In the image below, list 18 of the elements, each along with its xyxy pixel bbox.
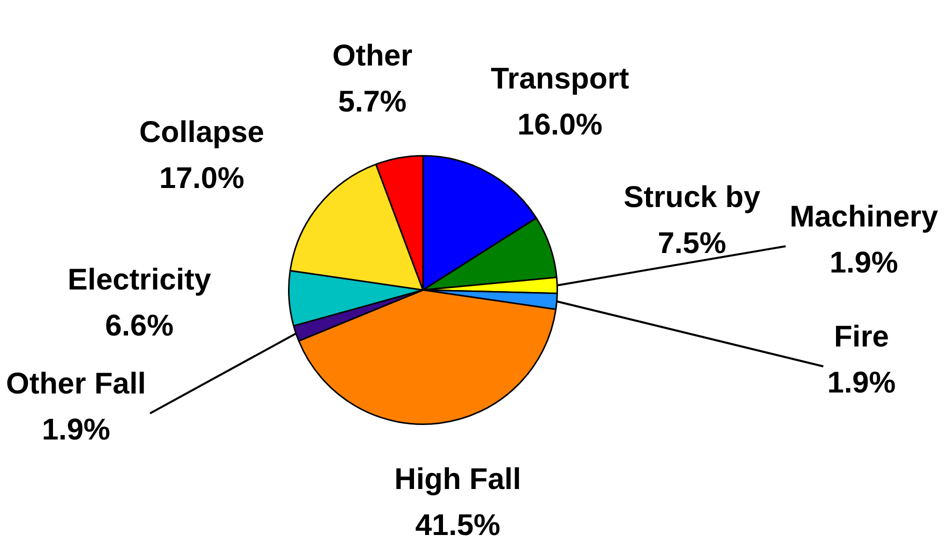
data-label: 1.9% xyxy=(42,414,110,447)
data-label: 41.5% xyxy=(415,508,500,542)
data-label: 1.9% xyxy=(827,366,896,400)
slice-label: Electricity xyxy=(68,264,212,297)
slice-label: Other Fall xyxy=(6,368,146,401)
slice-label: Transport xyxy=(490,62,630,96)
slice-label: High Fall xyxy=(394,462,522,496)
slice-label: Other xyxy=(332,39,413,72)
data-label: 16.0% xyxy=(517,108,602,142)
data-label: 5.7% xyxy=(338,85,407,118)
slice-label: Machinery xyxy=(790,200,938,234)
slice-label: Fire xyxy=(834,320,889,354)
data-label: 1.9% xyxy=(830,246,898,280)
data-label: 7.5% xyxy=(658,226,726,260)
slice-label: Collapse xyxy=(139,116,264,149)
data-label: 6.6% xyxy=(105,310,174,343)
slice-label: Struck by xyxy=(624,180,761,214)
data-label: 17.0% xyxy=(159,162,244,195)
